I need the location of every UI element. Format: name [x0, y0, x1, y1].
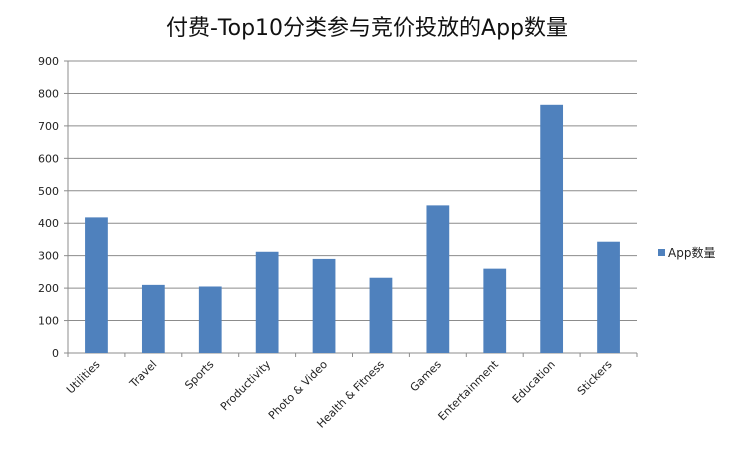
- bar-travel: [141, 284, 165, 353]
- y-tick-label: 0: [52, 347, 59, 360]
- bar-education: [540, 104, 564, 353]
- x-tick-label: Sports: [182, 358, 216, 392]
- legend-label: App数量: [668, 245, 715, 260]
- bar-entertainment: [483, 268, 507, 353]
- legend: App数量: [658, 245, 715, 260]
- bar-health-fitness: [369, 277, 393, 353]
- x-tick-label: Entertainment: [436, 357, 502, 423]
- y-tick-label: 300: [38, 250, 59, 263]
- bar-sports: [198, 286, 222, 353]
- bar-games: [426, 205, 450, 353]
- bars: [85, 104, 620, 353]
- y-tick-label: 800: [38, 87, 59, 100]
- y-tick-label: 600: [38, 152, 59, 165]
- x-tick-label: Games: [408, 358, 445, 395]
- y-tick-label: 100: [38, 315, 59, 328]
- y-tick-label: 900: [38, 55, 59, 68]
- x-tick-label: Utilities: [64, 358, 103, 397]
- x-tick-label: Travel: [126, 358, 159, 391]
- y-tick-label: 200: [38, 282, 59, 295]
- y-tick-label: 400: [38, 217, 59, 230]
- bar-stickers: [597, 241, 620, 353]
- x-tick-label: Stickers: [575, 358, 615, 398]
- x-tick-label: Photo & Video: [266, 358, 330, 422]
- y-tick-label: 700: [38, 120, 59, 133]
- y-tick-label: 500: [38, 185, 59, 198]
- bar-utilities: [85, 217, 108, 353]
- x-tick-label: Productivity: [218, 358, 274, 414]
- legend-swatch: [658, 249, 665, 256]
- bar-productivity: [255, 251, 279, 353]
- chart-title: 付费-Top10分类参与竞价投放的App数量: [165, 16, 569, 41]
- x-tick-label: Education: [510, 358, 558, 406]
- bar-photo-video: [312, 258, 336, 353]
- y-tick-labels: 0 100 200 300 400 500 600 700 800 900: [38, 55, 59, 360]
